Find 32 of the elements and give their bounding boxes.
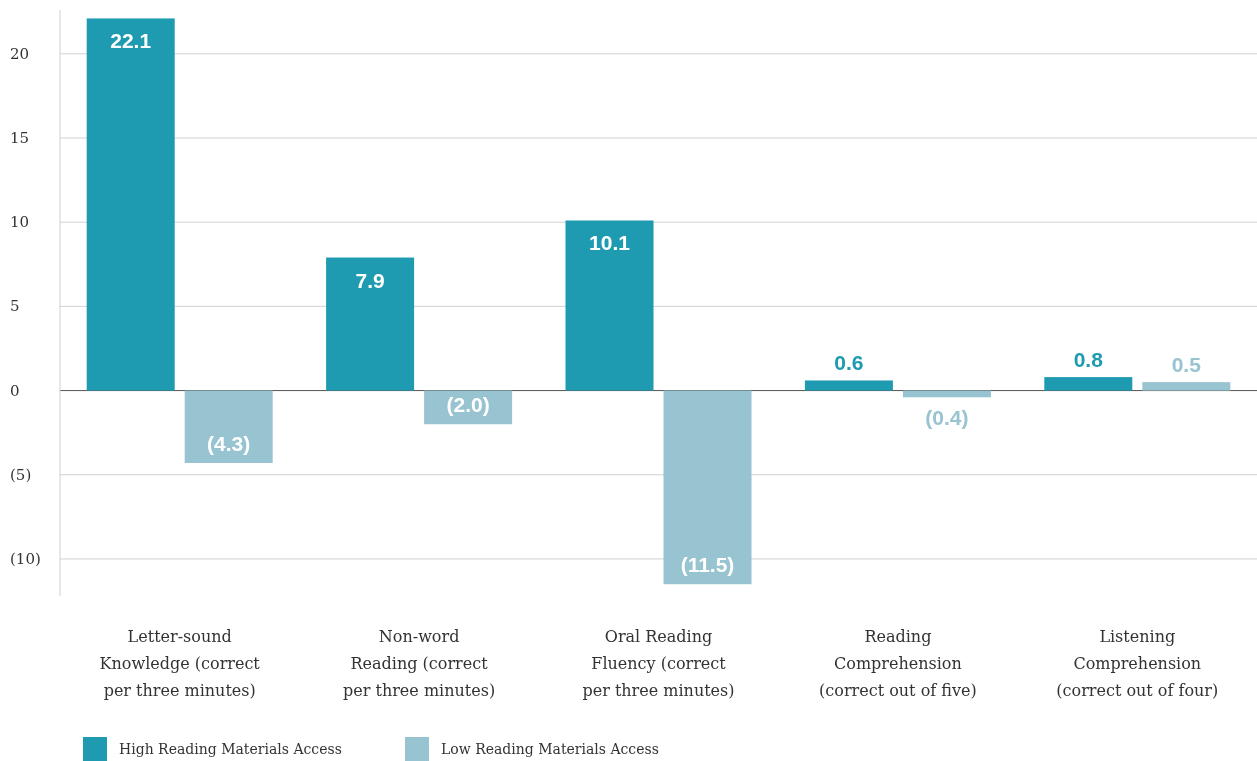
data-label: 0.5 xyxy=(1171,353,1202,377)
x-tick-label: Reading Comprehension (correct out of five) xyxy=(819,627,977,700)
y-tick-label: (5) xyxy=(10,465,32,484)
bar xyxy=(565,220,654,391)
data-label: 22.1 xyxy=(110,29,152,53)
x-tick-label: Listening Comprehension (correct out of four) xyxy=(1056,627,1219,700)
bar xyxy=(663,390,752,585)
x-tick-label: Non-word Reading (correct per three minutes) xyxy=(343,627,496,700)
data-label: (11.5) xyxy=(680,553,735,577)
bar xyxy=(804,380,893,391)
legend-label: High Reading Materials Access xyxy=(119,741,342,757)
data-label: (0.4) xyxy=(925,406,969,430)
data-label: (4.3) xyxy=(207,431,251,455)
y-tick-label: 0 xyxy=(10,381,20,400)
bar xyxy=(1044,377,1133,391)
y-tick-label: (10) xyxy=(10,549,41,568)
bar xyxy=(326,257,415,391)
y-tick-label: 5 xyxy=(10,297,20,316)
y-tick-label: 15 xyxy=(10,128,30,147)
data-label: 0.6 xyxy=(834,351,864,375)
legend-label: Low Reading Materials Access xyxy=(441,741,659,757)
y-tick-label: 10 xyxy=(10,213,30,232)
data-label: 0.8 xyxy=(1073,348,1104,372)
data-label: 10.1 xyxy=(589,231,631,255)
bar xyxy=(86,18,175,391)
data-label: (2.0) xyxy=(446,393,490,417)
y-tick-label: 20 xyxy=(10,44,30,63)
x-tick-label: Oral Reading Fluency (correct per three minutes) xyxy=(582,627,735,700)
data-label: 7.9 xyxy=(355,268,385,292)
x-tick-label: Letter-sound Knowledge (correct per three minutes) xyxy=(99,627,261,700)
bar xyxy=(1142,382,1231,391)
bar xyxy=(184,390,273,463)
